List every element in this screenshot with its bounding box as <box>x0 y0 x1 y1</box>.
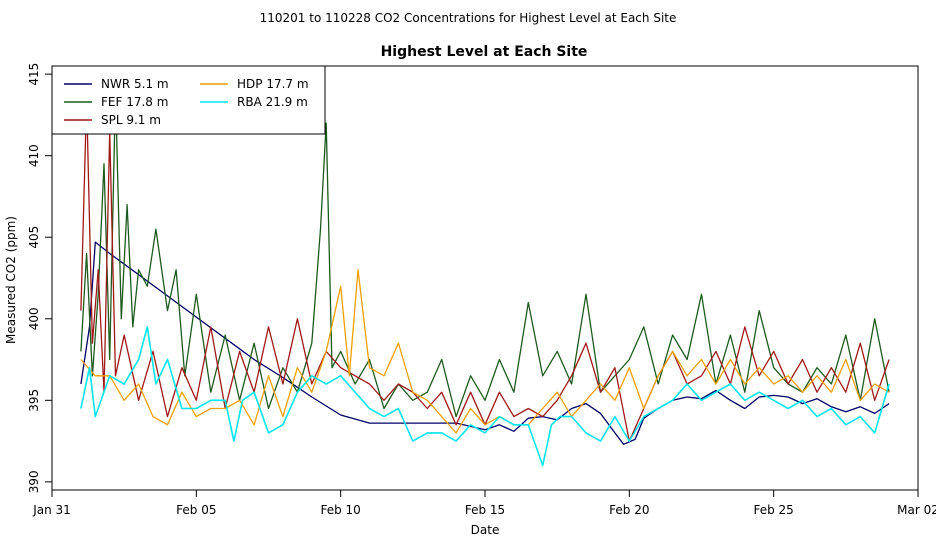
legend-label-hdp: HDP 17.7 m <box>237 77 309 91</box>
series-line-hdp <box>80 269 890 434</box>
y-tick-label: 405 <box>27 226 41 249</box>
legend: NWR 5.1 m FEF 17.8 m SPL 9.1 m HDP 17.7 m RB… <box>51 65 326 135</box>
plot-frame <box>51 65 919 491</box>
x-tick-label: Feb 10 <box>320 503 360 517</box>
series-line-rba <box>80 326 890 467</box>
y-tick-label: 400 <box>27 307 41 330</box>
x-tick-label: Feb 25 <box>753 503 793 517</box>
x-tick-label: Jan 31 <box>32 503 71 517</box>
axes-layer: Jan 31 Feb 05 Feb 10 Feb 15 Feb 20 Feb 25 Mar … <box>27 63 936 517</box>
y-tick-label: 415 <box>27 63 41 86</box>
series-line-nwr <box>80 241 890 445</box>
x-tick-label: Feb 15 <box>465 503 505 517</box>
y-tick-label: 410 <box>27 144 41 167</box>
y-tick-label: 395 <box>27 389 41 412</box>
series-line-spl <box>80 97 890 442</box>
x-tick-label: Feb 20 <box>609 503 649 517</box>
legend-label-spl: SPL 9.1 m <box>101 113 161 127</box>
legend-box <box>51 65 326 135</box>
chart-suptitle: 110201 to 110228 CO2 Concentrations for … <box>260 11 677 25</box>
y-tick-label: 390 <box>27 470 41 493</box>
chart-title: Highest Level at Each Site <box>381 44 588 60</box>
x-tick-label: Mar 02 <box>897 503 936 517</box>
y-axis-title: Measured CO2 (ppm) <box>4 216 18 344</box>
series-line-fef <box>80 89 890 418</box>
x-axis-title: Date <box>471 523 500 537</box>
x-tick-label: Feb 05 <box>176 503 216 517</box>
legend-label-nwr: NWR 5.1 m <box>101 77 169 91</box>
legend-label-fef: FEF 17.8 m <box>101 95 168 109</box>
series-layer <box>80 89 890 467</box>
legend-label-rba: RBA 21.9 m <box>237 95 308 109</box>
